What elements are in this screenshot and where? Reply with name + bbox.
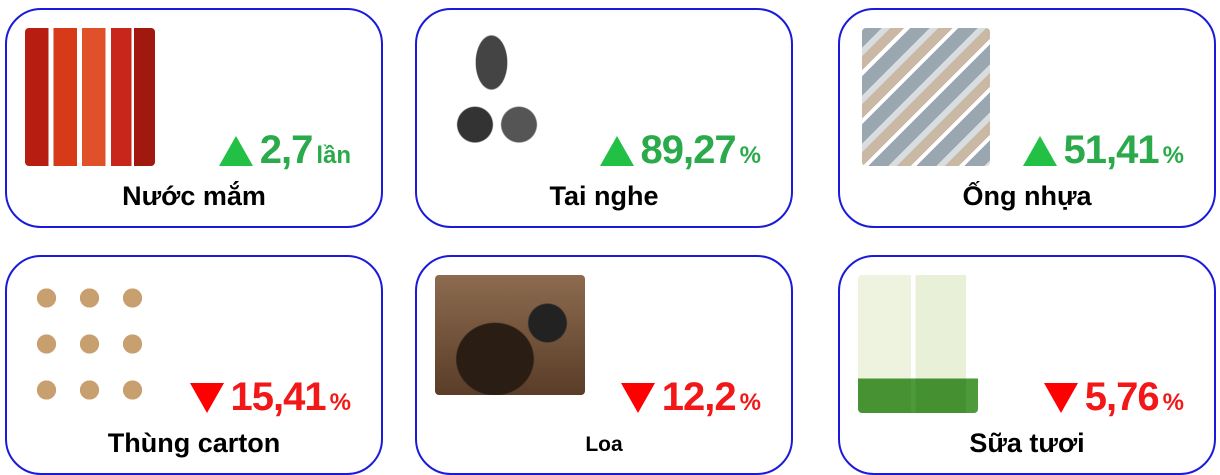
product-image [435, 275, 585, 395]
arrow-up [1022, 135, 1057, 166]
arrow-shape [218, 135, 253, 166]
arrow-up [599, 135, 634, 166]
product-name: Sữa tươi [969, 428, 1085, 458]
value-unit: % [739, 142, 761, 169]
arrow-down [189, 382, 224, 413]
product-name: Thùng carton [107, 428, 281, 458]
stat-card: 12,2% Loa [415, 255, 793, 475]
product-name: Loa [585, 433, 623, 456]
value-unit: % [739, 389, 761, 416]
arrow-down [620, 382, 655, 413]
arrow-down [1043, 382, 1078, 413]
value-unit: % [1162, 142, 1184, 169]
value-unit: % [1162, 389, 1184, 416]
arrow-shape [620, 382, 655, 413]
value-unit: lần [316, 142, 351, 169]
value-number: 15,41 [230, 375, 327, 419]
stat-card: 2,7 lần Nước mắm [5, 8, 383, 228]
change-value: 89,27% [599, 128, 761, 173]
value-number: 12,2 [661, 375, 737, 419]
stat-card: 89,27% Tai nghe [415, 8, 793, 228]
product-image [25, 275, 155, 413]
stat-card: 15,41% Thùng carton [5, 255, 383, 475]
stat-card: 5,76% Sữa tươi [838, 255, 1216, 475]
arrow-shape [599, 135, 634, 166]
product-image [862, 28, 990, 166]
product-image [442, 28, 552, 166]
product-name: Tai nghe [549, 181, 659, 211]
value-number: 2,7 [259, 128, 314, 172]
change-value: 5,76% [1043, 375, 1184, 420]
value-number: 51,41 [1063, 128, 1160, 172]
value-number: 89,27 [640, 128, 737, 172]
product-name: Nước mắm [122, 181, 266, 211]
arrow-shape [1022, 135, 1057, 166]
stat-card: 51,41% Ống nhựa [838, 8, 1216, 228]
arrow-up [218, 135, 253, 166]
arrow-shape [1043, 382, 1078, 413]
arrow-shape [189, 382, 224, 413]
product-image [25, 28, 155, 166]
product-image [858, 275, 978, 413]
value-unit: % [329, 389, 351, 416]
change-value: 51,41% [1022, 128, 1184, 173]
change-value: 2,7 lần [218, 128, 351, 173]
value-number: 5,76 [1084, 375, 1160, 419]
product-name: Ống nhựa [962, 181, 1092, 211]
change-value: 12,2% [620, 375, 761, 420]
change-value: 15,41% [189, 375, 351, 420]
